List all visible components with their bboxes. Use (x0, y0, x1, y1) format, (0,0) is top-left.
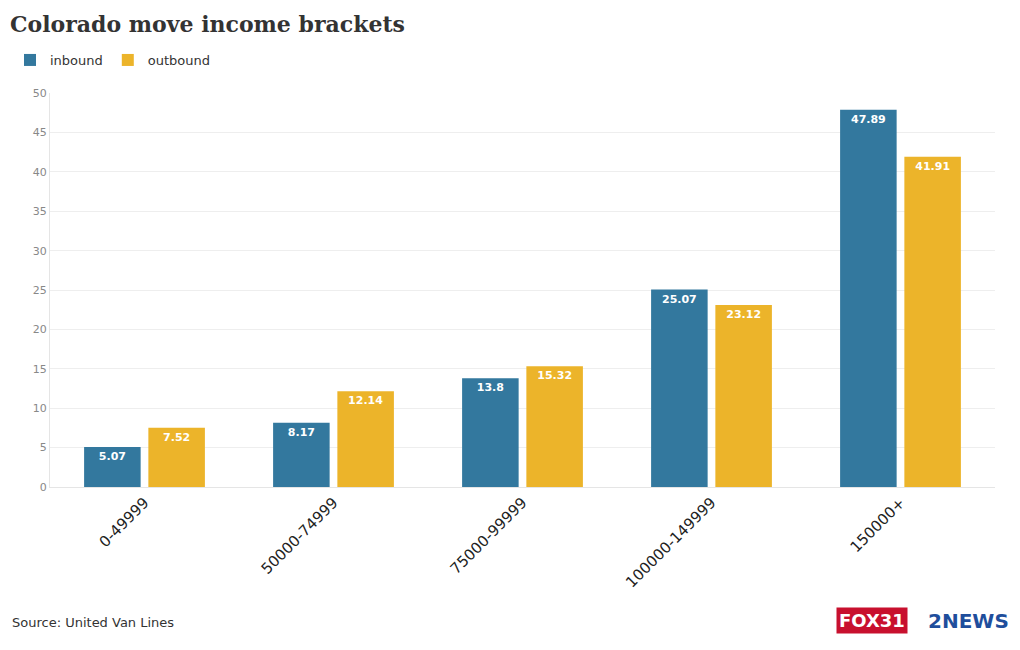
svg-text:Colorado move income brackets: Colorado move income brackets (10, 11, 405, 37)
svg-text:41.91: 41.91 (915, 160, 950, 173)
svg-text:15.32: 15.32 (537, 369, 572, 382)
svg-text:5: 5 (40, 441, 47, 454)
svg-text:0-49999: 0-49999 (96, 494, 153, 551)
svg-text:5.07: 5.07 (99, 450, 126, 463)
svg-text:25.07: 25.07 (662, 293, 697, 306)
svg-text:100000-149999: 100000-149999 (622, 494, 720, 592)
svg-text:0: 0 (40, 481, 47, 494)
svg-text:20: 20 (33, 323, 47, 336)
svg-text:50: 50 (33, 87, 47, 100)
svg-text:50000-74999: 50000-74999 (258, 494, 342, 578)
svg-text:13.8: 13.8 (477, 381, 504, 394)
svg-text:Source: United Van Lines: Source: United Van Lines (12, 615, 174, 630)
svg-text:75000-99999: 75000-99999 (447, 494, 531, 578)
svg-text:25: 25 (33, 284, 47, 297)
svg-text:30: 30 (33, 245, 47, 258)
svg-text:7.52: 7.52 (163, 431, 190, 444)
svg-text:FOX31: FOX31 (839, 610, 905, 631)
svg-text:47.89: 47.89 (851, 113, 886, 126)
svg-text:150000+: 150000+ (847, 494, 909, 556)
svg-text:outbound: outbound (148, 53, 210, 68)
svg-text:2NEWS: 2NEWS (928, 609, 1009, 633)
svg-text:35: 35 (33, 205, 47, 218)
svg-text:12.14: 12.14 (348, 394, 383, 407)
svg-text:45: 45 (33, 126, 47, 139)
svg-text:8.17: 8.17 (288, 426, 315, 439)
svg-text:10: 10 (33, 402, 47, 415)
svg-text:40: 40 (33, 166, 47, 179)
svg-text:inbound: inbound (50, 53, 103, 68)
svg-text:15: 15 (33, 363, 47, 376)
svg-text:23.12: 23.12 (726, 308, 761, 321)
